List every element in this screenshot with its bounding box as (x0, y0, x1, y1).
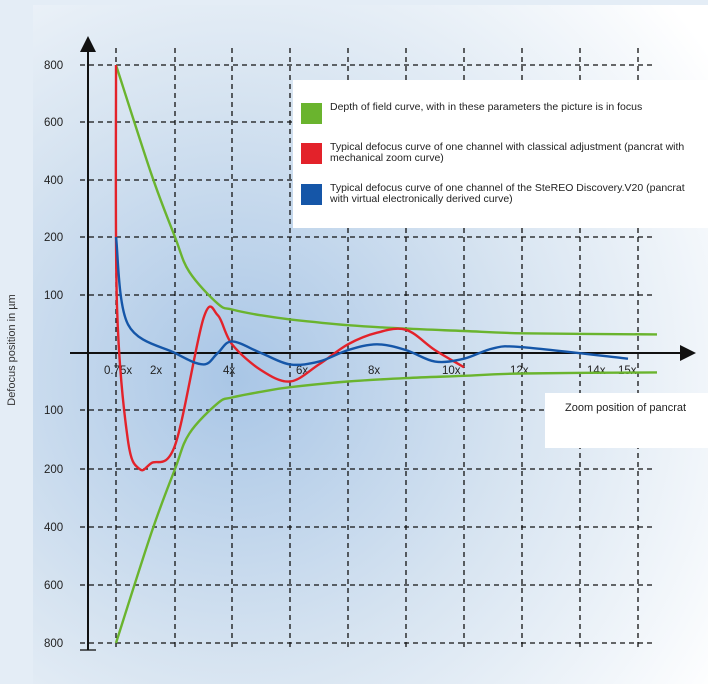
legend-label: Typical defocus curve of one channel of … (330, 182, 685, 205)
x-tick-label: 14x (587, 365, 606, 377)
x-tick-label: 15x (618, 365, 637, 377)
series-classical-defocus (114, 64, 465, 472)
x-tick-label: 0.75x (104, 365, 132, 377)
y-tick-label: 100 (44, 405, 63, 417)
x-axis-label-box: Zoom position of pancrat (545, 393, 708, 448)
x-tick-label: 12x (510, 365, 529, 377)
series-depth-of-field-lower (114, 371, 658, 644)
legend: Depth of field curve, with in these para… (293, 80, 708, 228)
legend-item-classical-defocus: Typical defocus curve of one channel wit… (301, 142, 701, 164)
y-tick-label: 100 (44, 290, 63, 302)
legend-swatch-red (301, 143, 322, 164)
y-tick-label: 200 (44, 464, 63, 476)
legend-item-stereo-defocus: Typical defocus curve of one channel of … (301, 183, 701, 205)
legend-swatch-green (301, 103, 322, 124)
y-tick-label: 400 (44, 522, 63, 534)
y-axis-label: Defocus position in µm (6, 294, 18, 406)
y-tick-label: 600 (44, 117, 63, 129)
legend-label: Depth of field curve, with in these para… (330, 101, 643, 113)
x-axis-label: Zoom position of pancrat (565, 402, 687, 414)
series-stereo-defocus (114, 236, 629, 367)
y-axis-label-wrapper: Defocus position in µm (0, 230, 24, 470)
y-tick-label: 200 (44, 232, 63, 244)
x-tick-label: 10x (442, 365, 461, 377)
x-tick-label: 4x (223, 365, 235, 377)
y-tick-label: 600 (44, 580, 63, 592)
x-tick-label: 2x (150, 365, 162, 377)
series (114, 64, 658, 644)
y-tick-label: 800 (44, 638, 63, 650)
legend-swatch-blue (301, 184, 322, 205)
y-tick-label: 400 (44, 175, 63, 187)
legend-item-depth-of-field: Depth of field curve, with in these para… (301, 102, 701, 124)
series-depth-of-field-upper (114, 64, 658, 336)
legend-label: Typical defocus curve of one channel wit… (330, 141, 685, 164)
y-tick-label: 800 (44, 60, 63, 72)
x-tick-label: 8x (368, 365, 380, 377)
